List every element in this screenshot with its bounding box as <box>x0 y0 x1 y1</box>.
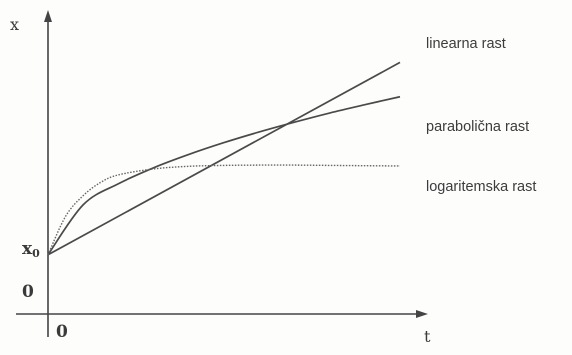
parabolic-growth-label: parabolična rast <box>426 119 529 135</box>
y-tick-x0-sub: 0 <box>32 247 40 260</box>
y-axis-arrow <box>44 10 52 22</box>
x-tick-origin: 0 <box>56 322 68 342</box>
series-group <box>47 61 401 256</box>
x-axis-label: t <box>424 327 431 346</box>
series-labels: linearna rast parabolična rast logaritemsk… <box>426 36 536 195</box>
parabolic-growth-curve <box>47 95 401 256</box>
logarithmic-growth-curve <box>47 164 401 256</box>
y-tick-x0-base: x <box>22 239 33 259</box>
y-tick-origin: 0 <box>22 282 34 302</box>
x-axis-arrow <box>416 310 428 318</box>
logarithmic-growth-label: logaritemska rast <box>426 179 536 195</box>
linear-growth-line <box>47 61 401 256</box>
linear-growth-label: linearna rast <box>426 36 506 52</box>
axes <box>16 10 428 337</box>
y-tick-x0: x0 <box>22 239 40 260</box>
y-axis-label: x <box>10 15 19 34</box>
